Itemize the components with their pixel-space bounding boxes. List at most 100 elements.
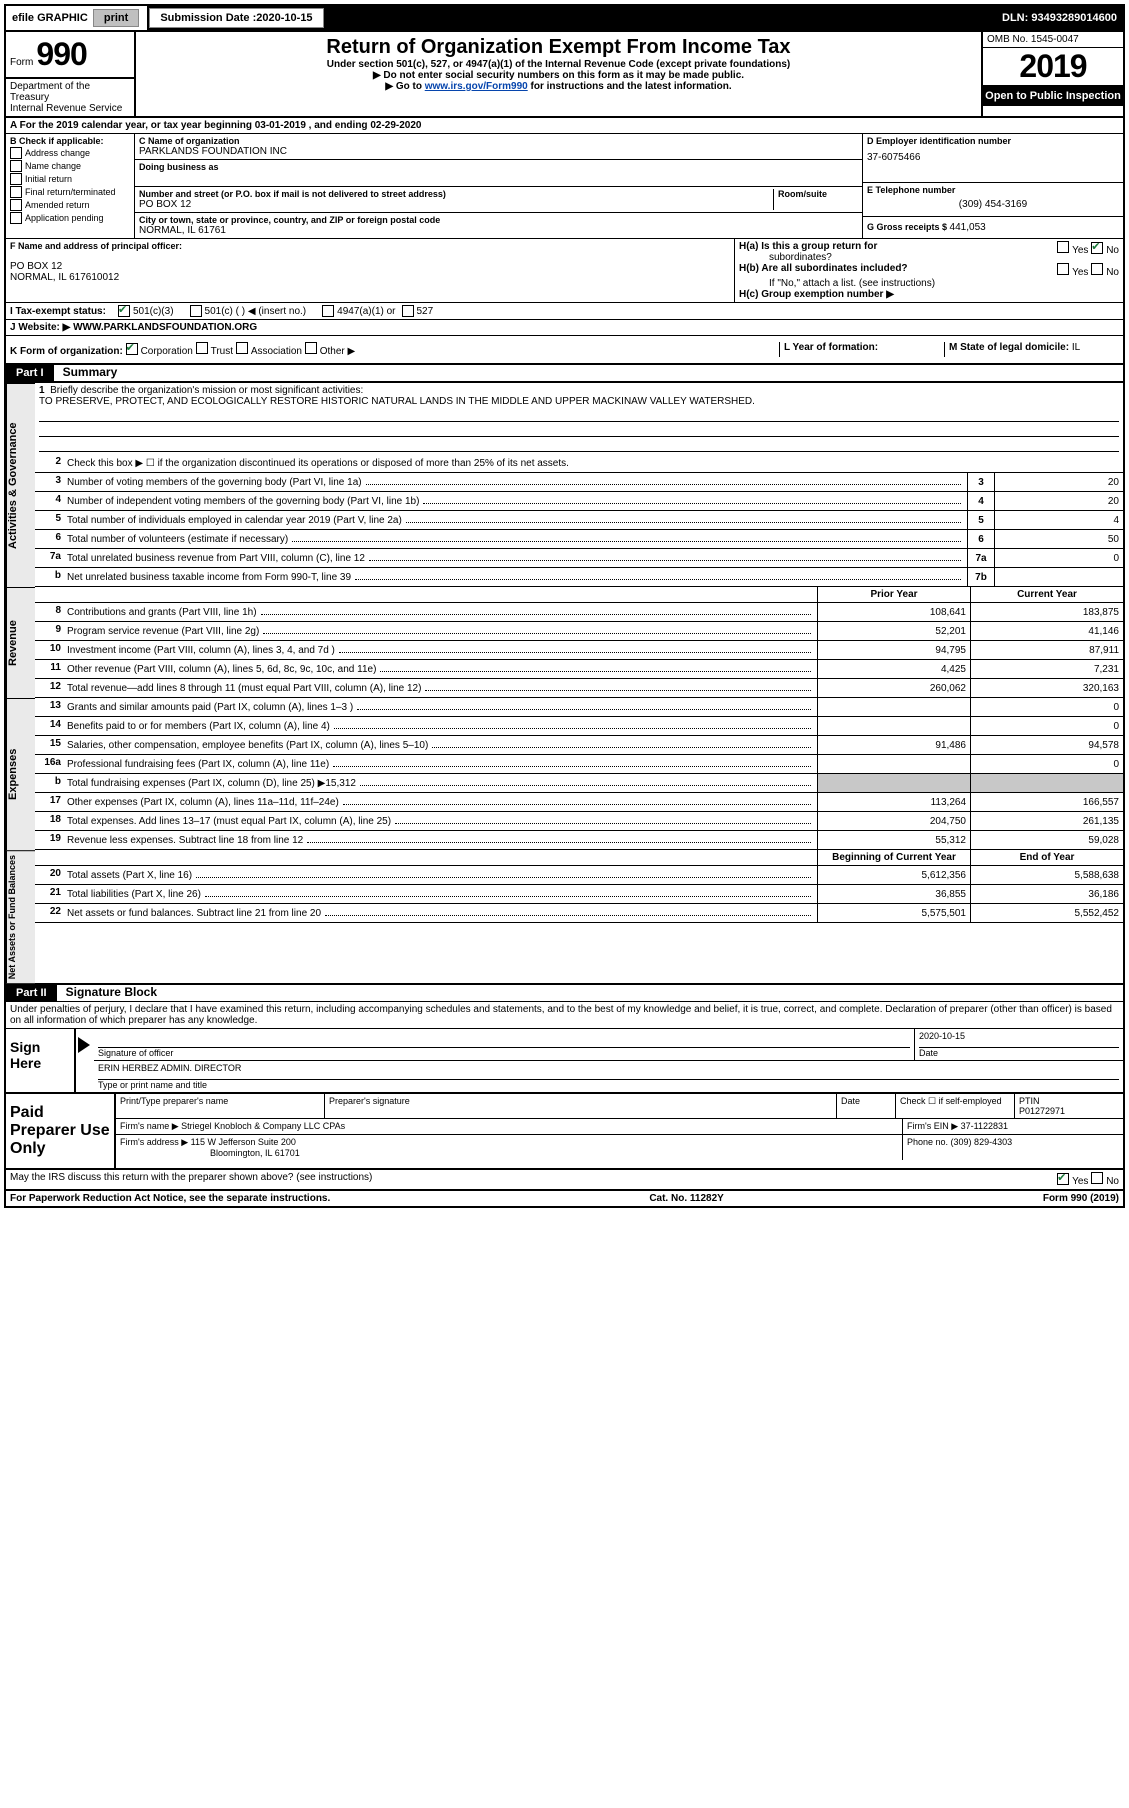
form-inst1: ▶ Do not enter social security numbers o… <box>138 70 979 81</box>
header-row: Form 990 Department of the Treasury Inte… <box>6 32 1123 118</box>
ha-yes-chk[interactable] <box>1057 241 1069 253</box>
org-name-label: C Name of organization <box>139 136 858 146</box>
chk-name-change[interactable]: Name change <box>10 160 130 172</box>
summary-revenue: Revenue Prior Year Current Year 8Contrib… <box>6 587 1123 698</box>
j-value: WWW.PARKLANDSFOUNDATION.ORG <box>73 322 257 333</box>
line-12: 12Total revenue—add lines 8 through 11 (… <box>35 679 1123 698</box>
sig-date-label: Date <box>919 1048 1119 1058</box>
hb-label: H(b) Are all subordinates included? <box>739 263 908 274</box>
discuss-question: May the IRS discuss this return with the… <box>10 1172 1057 1187</box>
discuss-no-chk[interactable] <box>1091 1172 1103 1184</box>
discuss-row: May the IRS discuss this return with the… <box>6 1170 1123 1191</box>
footer-left: For Paperwork Reduction Act Notice, see … <box>10 1193 330 1204</box>
vtab-revenue: Revenue <box>6 587 35 698</box>
f-addr1: PO BOX 12 <box>10 261 730 272</box>
line-b: bTotal fundraising expenses (Part IX, co… <box>35 774 1123 793</box>
line-3: 3Number of voting members of the governi… <box>35 473 1123 492</box>
sign-arrow-icon <box>78 1037 90 1053</box>
chk-trust[interactable] <box>196 342 208 354</box>
line-16a: 16aProfessional fundraising fees (Part I… <box>35 755 1123 774</box>
inst2-b: for instructions and the latest informat… <box>531 81 732 92</box>
form-subtitle: Under section 501(c), 527, or 4947(a)(1)… <box>138 59 979 70</box>
chk-final-return[interactable]: Final return/terminated <box>10 186 130 198</box>
row-j-website: J Website: ▶ WWW.PARKLANDSFOUNDATION.ORG <box>6 320 1123 336</box>
m-label: M State of legal domicile: <box>949 342 1072 353</box>
gross-receipts-cell: G Gross receipts $ 441,053 <box>863 217 1123 237</box>
chk-address-change[interactable]: Address change <box>10 147 130 159</box>
prep-check-label: Check ☐ if self-employed <box>896 1094 1015 1118</box>
form-body: Form 990 Department of the Treasury Inte… <box>4 32 1125 1208</box>
line-13: 13Grants and similar amounts paid (Part … <box>35 698 1123 717</box>
room-label: Room/suite <box>778 189 858 199</box>
col-c-org-info: C Name of organization PARKLANDS FOUNDAT… <box>135 134 862 238</box>
mission-label: Briefly describe the organization's miss… <box>50 385 363 396</box>
part2-bar: Part II <box>6 985 57 1001</box>
firm-phone-label: Phone no. <box>907 1137 951 1147</box>
discuss-yes-chk[interactable] <box>1057 1173 1069 1185</box>
line-5: 5Total number of individuals employed in… <box>35 511 1123 530</box>
ptin-value: P01272971 <box>1019 1106 1119 1116</box>
sign-here-block: Sign Here Signature of officer 2020-10-1… <box>6 1029 1123 1094</box>
chk-corp[interactable] <box>126 343 138 355</box>
chk-amended[interactable]: Amended return <box>10 199 130 211</box>
topbar-spacer <box>326 6 996 30</box>
sig-officer-label: Signature of officer <box>98 1048 910 1058</box>
addr-cell: Number and street (or P.O. box if mail i… <box>135 187 862 213</box>
line-20: 20Total assets (Part X, line 16)5,612,35… <box>35 866 1123 885</box>
line-11: 11Other revenue (Part VIII, column (A), … <box>35 660 1123 679</box>
header-right: OMB No. 1545-0047 2019 Open to Public In… <box>981 32 1123 118</box>
line-10: 10Investment income (Part VIII, column (… <box>35 641 1123 660</box>
ein-label: D Employer identification number <box>867 136 1119 146</box>
org-name-value: PARKLANDS FOUNDATION INC <box>139 146 858 157</box>
firm-addr-label: Firm's address ▶ <box>120 1137 191 1147</box>
chk-other[interactable] <box>305 342 317 354</box>
m-value: IL <box>1072 342 1080 353</box>
line-8: 8Contributions and grants (Part VIII, li… <box>35 603 1123 622</box>
row-fh: F Name and address of principal officer:… <box>6 239 1123 303</box>
line-b: bNet unrelated business taxable income f… <box>35 568 1123 587</box>
dba-label: Doing business as <box>139 162 858 172</box>
omb-number: OMB No. 1545-0047 <box>983 32 1123 48</box>
j-label: J Website: ▶ <box>10 322 70 333</box>
hb-note: If "No," attach a list. (see instruction… <box>739 278 1119 289</box>
sig-name-label: Type or print name and title <box>98 1080 1119 1090</box>
sig-date-value: 2020-10-15 <box>919 1031 1119 1048</box>
paid-label: Paid Preparer Use Only <box>6 1094 116 1168</box>
efile-text: efile GRAPHIC <box>12 12 88 24</box>
line-9: 9Program service revenue (Part VIII, lin… <box>35 622 1123 641</box>
hb-no-chk[interactable] <box>1091 263 1103 275</box>
form-number-box: Form 990 <box>6 32 136 79</box>
ha-sub: subordinates? <box>739 252 832 263</box>
h-group-cell: H(a) Is this a group return for subordin… <box>735 239 1123 302</box>
firm-name-label: Firm's name ▶ <box>120 1121 181 1131</box>
hb-yes-chk[interactable] <box>1057 263 1069 275</box>
firm-ein-label: Firm's EIN ▶ <box>907 1121 961 1131</box>
paid-preparer-block: Paid Preparer Use Only Print/Type prepar… <box>6 1094 1123 1170</box>
netassets-head: Beginning of Current Year End of Year <box>35 850 1123 866</box>
form-inst2: ▶ Go to www.irs.gov/Form990 for instruct… <box>138 81 979 92</box>
firm-addr2: Bloomington, IL 61701 <box>120 1148 300 1158</box>
city-cell: City or town, state or province, country… <box>135 213 862 238</box>
chk-assoc[interactable] <box>236 342 248 354</box>
top-toolbar: efile GRAPHIC print Submission Date : 20… <box>4 4 1125 32</box>
summary-expenses: Expenses 13Grants and similar amounts pa… <box>6 698 1123 850</box>
chk-501c3[interactable] <box>118 305 130 317</box>
footer-row: For Paperwork Reduction Act Notice, see … <box>6 1191 1123 1206</box>
ha-no-chk[interactable] <box>1091 242 1103 254</box>
chk-application-pending[interactable]: Application pending <box>10 212 130 224</box>
print-button[interactable]: print <box>93 9 139 27</box>
chk-527[interactable] <box>402 305 414 317</box>
vtab-netassets: Net Assets or Fund Balances <box>6 850 35 983</box>
mission-box: 1 Briefly describe the organization's mi… <box>35 383 1123 454</box>
chk-initial-return[interactable]: Initial return <box>10 173 130 185</box>
footer-right: Form 990 (2019) <box>1043 1193 1119 1204</box>
irs-link[interactable]: www.irs.gov/Form990 <box>425 81 528 92</box>
line-7a: 7aTotal unrelated business revenue from … <box>35 549 1123 568</box>
chk-501c[interactable] <box>190 305 202 317</box>
ein-value: 37-6075466 <box>867 146 1119 163</box>
sign-here-label: Sign Here <box>6 1029 76 1092</box>
submission-date-label: Submission Date : <box>160 12 256 24</box>
ptin-label: PTIN <box>1019 1096 1119 1106</box>
dba-cell: Doing business as <box>135 160 862 187</box>
chk-4947[interactable] <box>322 305 334 317</box>
